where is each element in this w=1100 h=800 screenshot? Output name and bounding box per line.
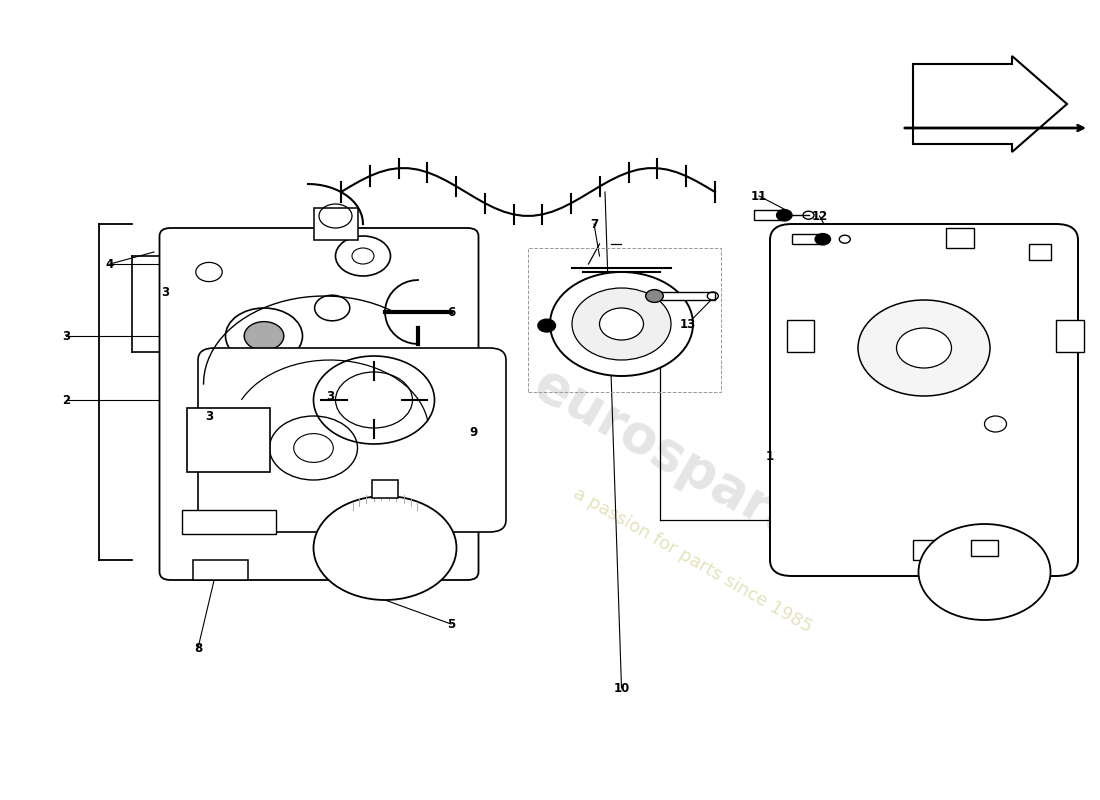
Circle shape	[646, 290, 663, 302]
Bar	[786, 320, 814, 352]
Circle shape	[918, 524, 1050, 620]
Bar	[971, 540, 998, 556]
Circle shape	[600, 308, 643, 340]
Text: a passion for parts since 1985: a passion for parts since 1985	[571, 484, 815, 636]
Bar	[792, 234, 825, 244]
Circle shape	[896, 328, 951, 368]
Bar	[314, 208, 358, 240]
Bar	[754, 210, 786, 220]
Bar	[946, 228, 974, 248]
Text: 4: 4	[106, 258, 114, 270]
Circle shape	[858, 300, 990, 396]
Text: 10: 10	[614, 682, 629, 694]
Text: 1: 1	[766, 450, 774, 462]
Text: 6: 6	[447, 306, 455, 318]
Text: 5: 5	[447, 618, 455, 630]
FancyBboxPatch shape	[187, 408, 270, 472]
FancyArrow shape	[913, 56, 1067, 152]
Text: 7: 7	[590, 218, 598, 230]
Circle shape	[314, 496, 456, 600]
Circle shape	[815, 234, 830, 245]
Text: 8: 8	[194, 642, 202, 654]
Text: 12: 12	[812, 210, 827, 222]
Text: 3: 3	[326, 390, 334, 402]
Circle shape	[572, 288, 671, 360]
Text: eurospares: eurospares	[525, 358, 839, 570]
FancyBboxPatch shape	[770, 224, 1078, 576]
Text: 2: 2	[62, 394, 70, 406]
Bar	[913, 540, 1001, 560]
Bar	[363, 560, 418, 580]
FancyBboxPatch shape	[182, 510, 276, 534]
Bar	[1028, 244, 1050, 260]
Bar	[1056, 320, 1084, 352]
Bar	[654, 292, 715, 300]
Text: 13: 13	[680, 318, 695, 330]
FancyBboxPatch shape	[198, 348, 506, 532]
Bar	[372, 480, 398, 498]
Text: 9: 9	[469, 426, 477, 438]
Circle shape	[538, 319, 556, 332]
Circle shape	[244, 322, 284, 350]
Circle shape	[777, 210, 792, 221]
Bar	[192, 560, 248, 580]
Text: 3: 3	[62, 330, 70, 342]
Circle shape	[550, 272, 693, 376]
FancyBboxPatch shape	[160, 228, 479, 580]
Text: 3: 3	[161, 286, 169, 298]
Text: 11: 11	[751, 190, 767, 202]
Text: 3: 3	[205, 410, 213, 422]
